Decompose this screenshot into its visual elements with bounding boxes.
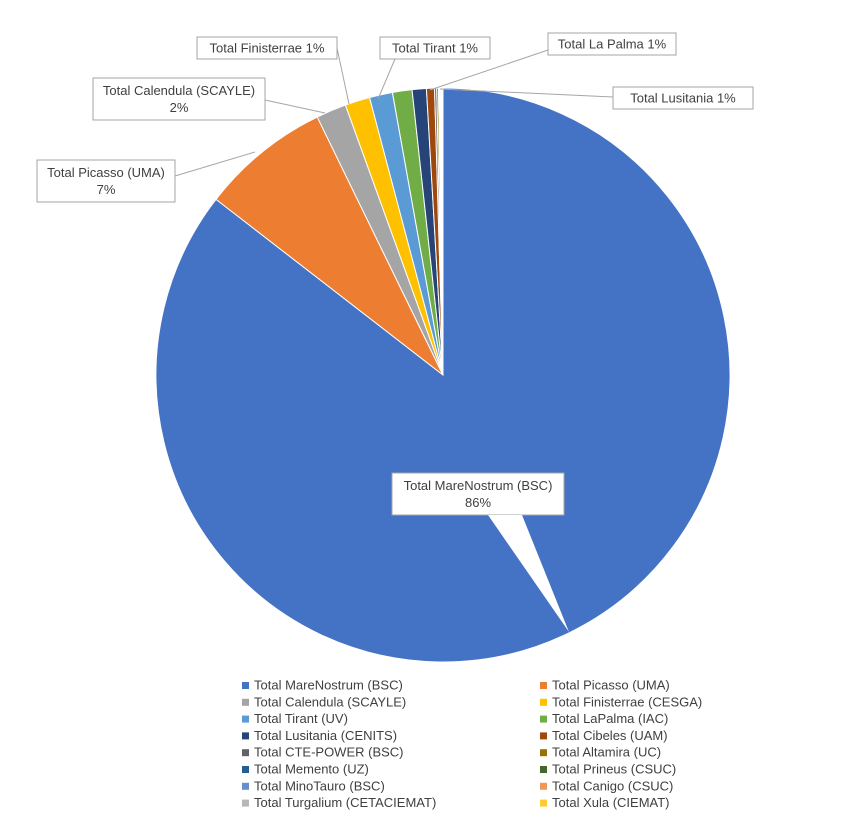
legend-item-total-xula-ciemat: Total Xula (CIEMAT) bbox=[540, 795, 670, 810]
leader-line bbox=[336, 47, 350, 105]
leader-line bbox=[174, 151, 256, 177]
label-text: Total Finisterrae 1% bbox=[210, 41, 325, 56]
legend-item-total-memento-uz: Total Memento (UZ) bbox=[242, 762, 369, 777]
leader-line bbox=[439, 88, 614, 98]
legend-item-total-altamira-uc: Total Altamira (UC) bbox=[540, 745, 661, 760]
legend-item-total-cibeles-uam: Total Cibeles (UAM) bbox=[540, 728, 668, 743]
label-box bbox=[612, 86, 754, 110]
legend-swatch bbox=[242, 732, 249, 740]
legend-label: Total Finisterrae (CESGA) bbox=[552, 694, 702, 709]
legend-swatch bbox=[242, 766, 249, 773]
leader-line bbox=[264, 99, 326, 114]
label-text: Total Lusitania 1% bbox=[630, 91, 736, 106]
data-label-total-tirant-uv: Total Tirant 1% bbox=[377, 36, 491, 100]
data-label-total-lusitania-cenits: Total Lusitania 1% bbox=[439, 86, 754, 110]
legend-item-total-picasso-uma: Total Picasso (UMA) bbox=[540, 678, 670, 693]
legend-label: Total Memento (UZ) bbox=[254, 762, 369, 777]
label-pointer bbox=[488, 515, 569, 632]
legend-label: Total Xula (CIEMAT) bbox=[552, 795, 670, 810]
legend-swatch bbox=[242, 682, 249, 689]
legend-item-total-cte-power-bsc: Total CTE-POWER (BSC) bbox=[242, 745, 404, 760]
legend-swatch bbox=[540, 698, 547, 706]
legend-label: Total Prineus (CSUC) bbox=[552, 762, 676, 777]
legend-item-total-calendula-scayle: Total Calendula (SCAYLE) bbox=[242, 694, 406, 709]
legend-swatch bbox=[540, 766, 547, 773]
legend-item-total-tirant-uv: Total Tirant (UV) bbox=[242, 711, 348, 726]
label-box bbox=[547, 32, 677, 56]
legend-swatch bbox=[540, 715, 547, 723]
pie-slices bbox=[155, 87, 731, 663]
legend-swatch bbox=[540, 782, 547, 790]
legend-label: Total CTE-POWER (BSC) bbox=[254, 745, 404, 760]
pie-slice-total-picasso-uma bbox=[215, 116, 444, 376]
legend-swatch bbox=[540, 749, 547, 757]
data-label-total-picasso-uma: Total Picasso (UMA) 7% bbox=[36, 151, 256, 203]
label-box bbox=[36, 159, 176, 203]
legend-label: Total MareNostrum (BSC) bbox=[254, 678, 403, 693]
data-labels: Total MareNostrum (BSC) 86% Total Picasso … bbox=[36, 32, 754, 632]
legend-item-total-canigo-csuc: Total Canigo (CSUC) bbox=[540, 778, 673, 793]
legend-swatch bbox=[242, 698, 249, 706]
legend-swatch bbox=[540, 682, 547, 689]
legend-item-total-lapalma-iac: Total LaPalma (IAC) bbox=[540, 711, 668, 726]
legend-item-total-lusitania-cenits: Total Lusitania (CENITS) bbox=[242, 728, 397, 743]
data-label-total-marenostrum-bsc: Total MareNostrum (BSC) 86% bbox=[391, 472, 569, 632]
legend-label: Total Lusitania (CENITS) bbox=[254, 728, 397, 743]
label-text: Total MareNostrum (BSC) bbox=[404, 478, 553, 493]
legend-swatch bbox=[540, 732, 547, 740]
legend-item-total-minotauro-bsc: Total MinoTauro (BSC) bbox=[242, 778, 385, 793]
legend-label: Total LaPalma (IAC) bbox=[552, 711, 668, 726]
legend-swatch bbox=[242, 799, 249, 807]
data-label-total-calendula-scayle: Total Calendula (SCAYLE) 2% bbox=[92, 77, 326, 121]
legend-swatch bbox=[540, 799, 547, 807]
legend-item-total-marenostrum-bsc: Total MareNostrum (BSC) bbox=[242, 678, 403, 693]
label-percent: 7% bbox=[97, 182, 116, 197]
legend-swatch bbox=[242, 715, 249, 723]
legend-label: Total Tirant (UV) bbox=[254, 711, 348, 726]
legend-label: Total Picasso (UMA) bbox=[552, 678, 670, 693]
legend-swatch bbox=[242, 749, 249, 757]
label-box bbox=[196, 36, 338, 60]
label-box bbox=[92, 77, 266, 121]
leader-line bbox=[429, 49, 549, 91]
legend-item-total-finisterrae-cesga: Total Finisterrae (CESGA) bbox=[540, 694, 702, 709]
label-percent: 86% bbox=[465, 495, 491, 510]
data-label-total-finisterrae-cesga: Total Finisterrae 1% bbox=[196, 36, 350, 105]
pie-slice-total-xula-ciemat bbox=[441, 87, 444, 376]
legend-label: Total Calendula (SCAYLE) bbox=[254, 694, 406, 709]
label-text: Total Tirant 1% bbox=[392, 41, 478, 56]
label-text: Total La Palma 1% bbox=[558, 37, 667, 52]
legend: Total MareNostrum (BSC) Total Picasso (UM… bbox=[242, 678, 702, 810]
legend-item-total-prineus-csuc: Total Prineus (CSUC) bbox=[540, 762, 676, 777]
label-box bbox=[391, 472, 565, 516]
legend-swatch bbox=[242, 782, 249, 790]
label-box bbox=[379, 36, 491, 60]
legend-label: Total Turgalium (CETACIEMAT) bbox=[254, 795, 436, 810]
label-text: Total Calendula (SCAYLE) bbox=[103, 83, 255, 98]
data-label-total-lapalma-iac: Total La Palma 1% bbox=[429, 32, 677, 91]
legend-label: Total MinoTauro (BSC) bbox=[254, 778, 385, 793]
label-text: Total Picasso (UMA) bbox=[47, 165, 165, 180]
legend-label: Total Altamira (UC) bbox=[552, 745, 661, 760]
legend-label: Total Canigo (CSUC) bbox=[552, 778, 673, 793]
label-percent: 2% bbox=[170, 100, 189, 115]
legend-item-total-turgalium-cetaciemat: Total Turgalium (CETACIEMAT) bbox=[242, 795, 436, 810]
legend-label: Total Cibeles (UAM) bbox=[552, 728, 668, 743]
leader-line bbox=[377, 58, 396, 100]
